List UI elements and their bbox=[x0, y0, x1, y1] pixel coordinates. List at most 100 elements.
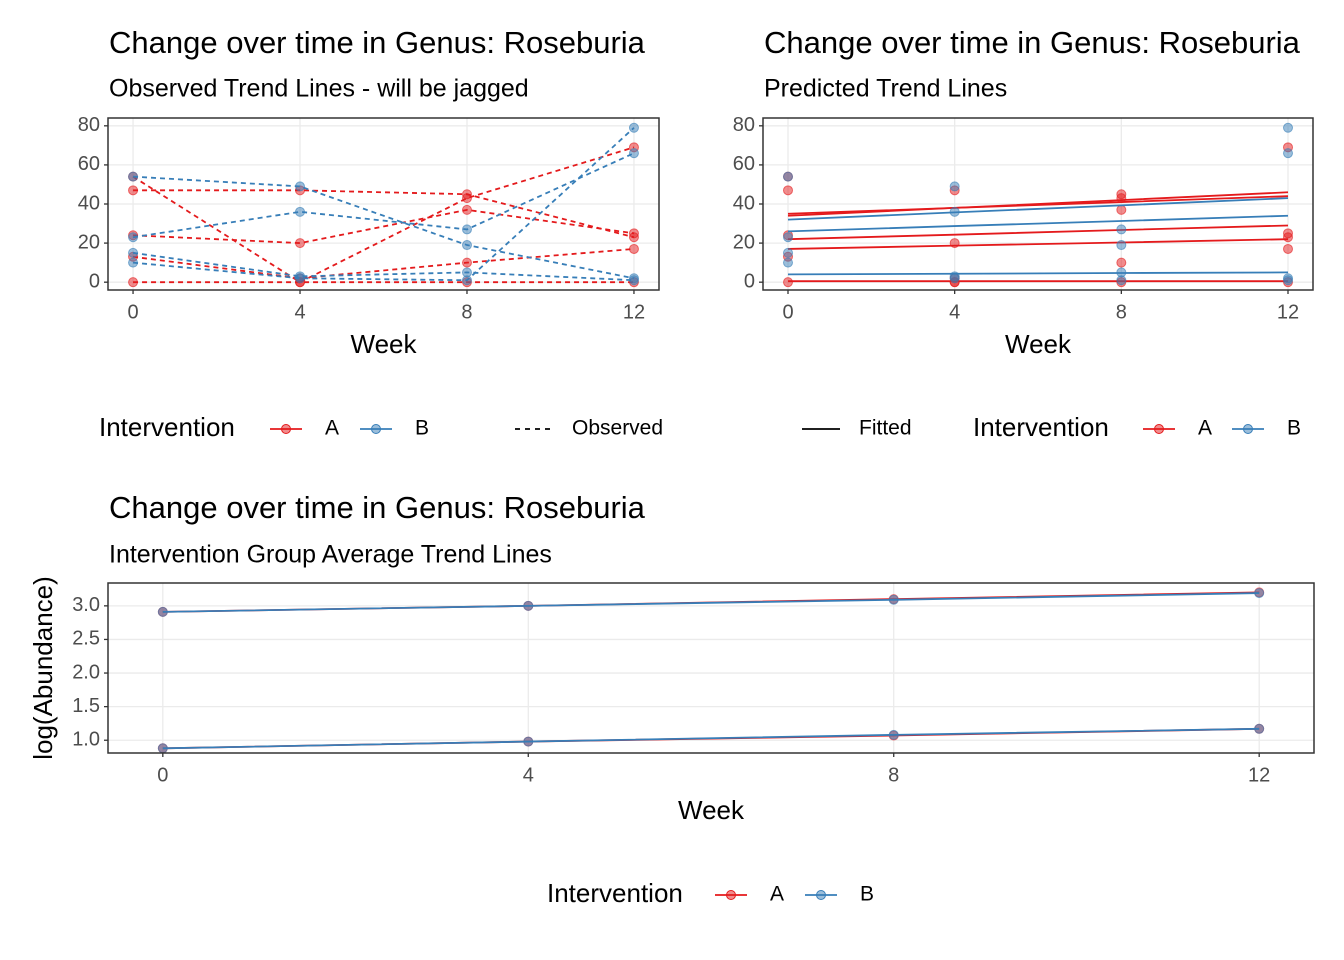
trend-line bbox=[133, 208, 635, 244]
y-tick-label: 40 bbox=[78, 192, 100, 214]
y-tick-label: 0 bbox=[89, 270, 100, 292]
plot-background bbox=[108, 583, 1314, 753]
trend-line bbox=[132, 175, 635, 280]
legend-label: B bbox=[1287, 417, 1301, 440]
point bbox=[1116, 204, 1127, 215]
legend-label: A bbox=[325, 417, 339, 440]
x-tick-label: 0 bbox=[157, 764, 168, 786]
y-tick-label: 20 bbox=[733, 231, 755, 253]
y-tick-label: 1.5 bbox=[72, 695, 100, 717]
x-tick-label: 4 bbox=[949, 301, 960, 323]
point bbox=[128, 277, 139, 288]
legend-label: A bbox=[770, 883, 784, 906]
y-tick-label: 80 bbox=[78, 114, 100, 136]
point bbox=[1254, 588, 1265, 599]
x-tick-label: 4 bbox=[294, 301, 305, 323]
trend-line bbox=[132, 248, 635, 280]
point bbox=[1116, 240, 1127, 251]
x-tick-label: 4 bbox=[523, 764, 534, 786]
point bbox=[128, 171, 139, 182]
point bbox=[783, 171, 793, 182]
point bbox=[783, 232, 793, 243]
chart-title: Change over time in Genus: Roseburia bbox=[764, 25, 1301, 60]
trend-line bbox=[132, 152, 635, 239]
legend-title: Intervention bbox=[547, 878, 683, 908]
legend-title: Intervention bbox=[99, 412, 235, 442]
point bbox=[461, 193, 472, 204]
legend-key-point bbox=[281, 424, 291, 434]
x-tick-label: 8 bbox=[461, 301, 472, 323]
x-tick-label: 12 bbox=[1277, 301, 1299, 323]
point bbox=[783, 257, 793, 268]
point bbox=[295, 206, 306, 217]
chart-subtitle: Observed Trend Lines - will be jagged bbox=[109, 75, 529, 103]
point bbox=[523, 600, 534, 611]
point bbox=[628, 243, 639, 254]
y-tick-label: 1.0 bbox=[72, 729, 100, 751]
trend-line bbox=[787, 214, 1289, 233]
point bbox=[628, 122, 639, 133]
legend-label: Observed bbox=[572, 417, 663, 440]
x-axis-title: Week bbox=[351, 329, 418, 359]
point bbox=[1283, 122, 1293, 133]
point bbox=[783, 247, 793, 258]
y-tick-label: 2.5 bbox=[72, 628, 100, 650]
trend-line bbox=[132, 127, 635, 282]
point bbox=[157, 743, 168, 754]
y-axis-title: log(Abundance) bbox=[28, 576, 58, 760]
point bbox=[128, 232, 139, 243]
point bbox=[949, 181, 960, 192]
y-tick-label: 0 bbox=[744, 270, 755, 292]
point bbox=[628, 148, 639, 159]
chart-title: Change over time in Genus: Roseburia bbox=[109, 25, 646, 60]
trend-line bbox=[787, 224, 1289, 241]
trend-line bbox=[133, 189, 635, 239]
trend-line bbox=[162, 727, 1260, 750]
x-tick-label: 12 bbox=[623, 301, 645, 323]
trend-line bbox=[162, 592, 1260, 613]
x-axis-title: Week bbox=[1005, 329, 1072, 359]
point bbox=[295, 181, 306, 192]
legend-label: A bbox=[1198, 417, 1212, 440]
point bbox=[1283, 275, 1293, 286]
trend-line bbox=[132, 251, 634, 282]
x-tick-label: 12 bbox=[1248, 764, 1270, 786]
point bbox=[888, 729, 899, 740]
x-tick-label: 8 bbox=[1116, 301, 1127, 323]
legend-title: Intervention bbox=[973, 412, 1109, 442]
y-tick-label: 20 bbox=[78, 231, 100, 253]
point bbox=[783, 277, 793, 288]
point bbox=[783, 185, 793, 196]
point bbox=[1283, 228, 1293, 239]
y-tick-label: 60 bbox=[78, 153, 100, 175]
point bbox=[128, 247, 139, 258]
plot-border bbox=[107, 117, 660, 291]
legend-label: B bbox=[860, 883, 874, 906]
legend-key-point bbox=[1154, 424, 1164, 434]
y-tick-label: 3.0 bbox=[72, 594, 100, 616]
trend-line bbox=[787, 197, 1289, 221]
point bbox=[523, 736, 534, 747]
point bbox=[461, 240, 472, 251]
point bbox=[128, 185, 139, 196]
legend-key-point bbox=[371, 424, 381, 434]
point bbox=[1283, 148, 1293, 159]
legend-key-point bbox=[1243, 424, 1253, 434]
point bbox=[1283, 243, 1293, 254]
point bbox=[461, 267, 472, 278]
chart-subtitle: Predicted Trend Lines bbox=[764, 75, 1007, 103]
legend-key-point bbox=[726, 890, 736, 900]
legend-label: B bbox=[415, 417, 429, 440]
plot-border bbox=[762, 117, 1314, 291]
x-tick-label: 0 bbox=[782, 301, 793, 323]
trend-line bbox=[132, 146, 635, 284]
x-axis-title: Week bbox=[678, 795, 745, 825]
point bbox=[628, 275, 639, 286]
point bbox=[461, 257, 472, 268]
y-tick-label: 80 bbox=[733, 114, 755, 136]
trend-line bbox=[787, 238, 1289, 250]
trend-line bbox=[787, 191, 1289, 217]
x-tick-label: 8 bbox=[888, 764, 899, 786]
chart-title: Change over time in Genus: Roseburia bbox=[109, 490, 646, 525]
point bbox=[1116, 224, 1127, 235]
